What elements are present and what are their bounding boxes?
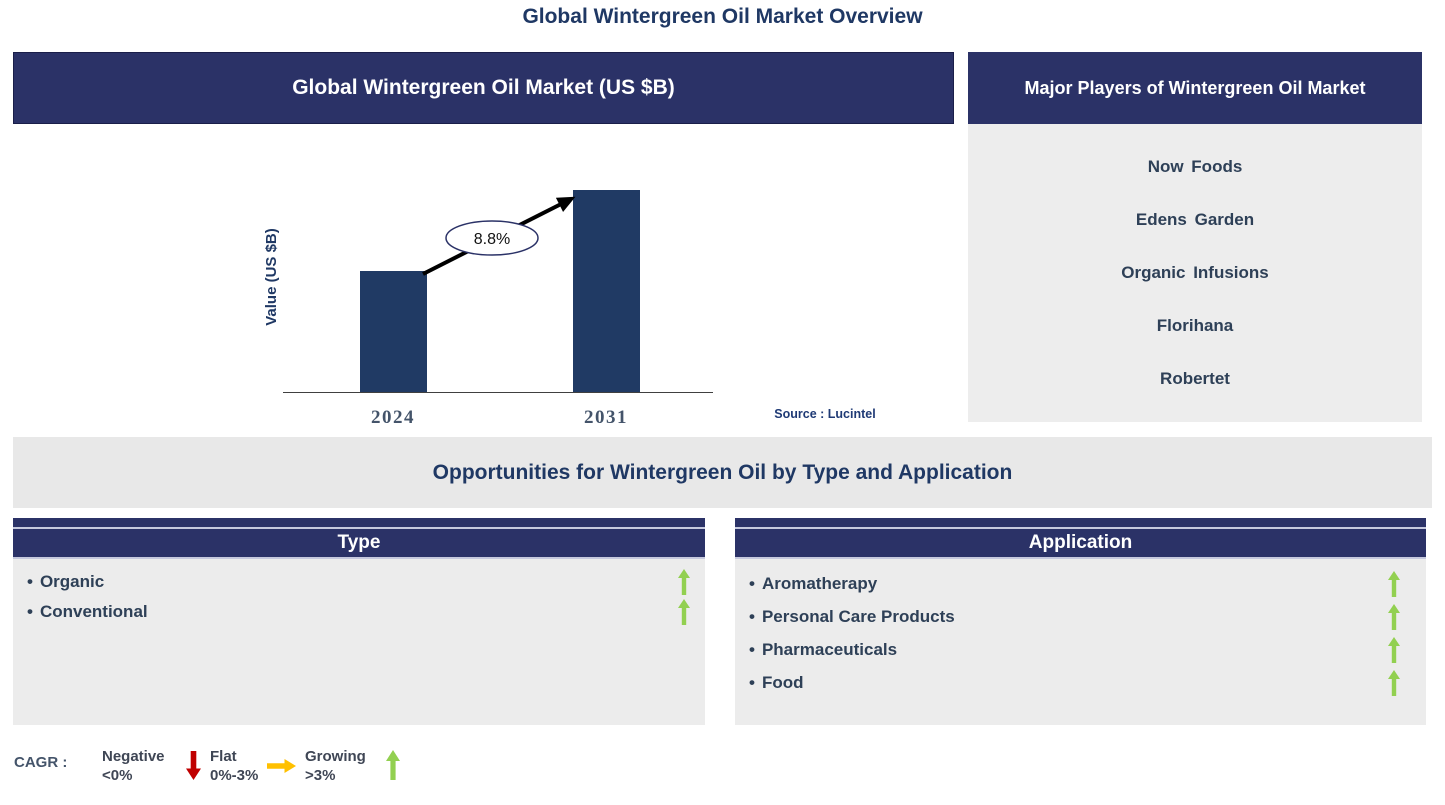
x-tick-2031: 2031 <box>584 407 628 428</box>
bar-2031 <box>573 190 640 392</box>
up-arrow-icon <box>678 569 690 595</box>
market-chart-header: Global Wintergreen Oil Market (US $B) <box>13 52 954 124</box>
bullet-icon: • <box>27 572 33 591</box>
player-item: Now Foods <box>1147 157 1243 176</box>
application-item-label: • Personal Care Products <box>749 606 955 626</box>
application-item-label: • Aromatherapy <box>749 573 878 593</box>
cagr-legend: CAGR : Negative <0% Flat 0%-3% Growing >… <box>14 748 444 796</box>
player-item: Edens Garden <box>1135 210 1255 229</box>
application-item-label: • Food <box>749 672 804 692</box>
up-arrow-icon <box>1388 603 1400 630</box>
page-title: Global Wintergreen Oil Market Overview <box>522 5 923 28</box>
source-note: Source : Lucintel <box>774 407 876 421</box>
application-item-row: • Food <box>735 666 1426 699</box>
panel-top-bar <box>13 518 705 527</box>
bullet-icon: • <box>749 639 755 659</box>
bullet-icon: • <box>749 606 755 626</box>
major-players-title: Major Players of Wintergreen Oil Market <box>1024 77 1366 98</box>
market-bar-chart: Value (US $B) 8.8% 2024 2031 Source : Lu… <box>13 124 954 435</box>
up-arrow-icon <box>1388 570 1400 597</box>
player-item: Florihana <box>1156 316 1234 335</box>
type-panel: Type • Organic • Conventional <box>13 518 705 725</box>
type-item-label: • Conventional <box>27 602 148 621</box>
major-players-panel: Major Players of Wintergreen Oil Market … <box>968 52 1422 422</box>
cagr-value: 8.8% <box>474 231 510 248</box>
up-arrow-icon <box>678 599 690 625</box>
bullet-icon: • <box>749 573 755 593</box>
legend-negative-range: <0% <box>102 767 133 784</box>
y-axis-label: Value (US $B) <box>263 228 280 326</box>
panel-divider <box>13 527 705 529</box>
market-chart-title: Global Wintergreen Oil Market (US $B) <box>292 76 675 99</box>
cagr-ellipse <box>445 220 539 256</box>
application-panel-body: • Aromatherapy • Personal Care Products • P… <box>735 559 1426 725</box>
up-arrow-icon <box>1388 669 1400 696</box>
panel-divider <box>735 527 1426 529</box>
chart-annotation-layer: Value (US $B) 8.8% 2024 2031 <box>263 196 628 428</box>
x-axis-line <box>283 392 713 393</box>
up-arrow-icon <box>386 750 400 780</box>
application-item-label: • Pharmaceuticals <box>749 639 898 659</box>
x-tick-2024: 2024 <box>371 407 415 428</box>
application-item-row: • Aromatherapy <box>735 567 1426 600</box>
player-item: Organic Infusions <box>1121 263 1269 282</box>
opportunities-strip: Opportunities for Wintergreen Oil by Typ… <box>13 437 1432 508</box>
cagr-legend-label: CAGR : <box>14 754 68 771</box>
application-item-row: • Pharmaceuticals <box>735 633 1426 666</box>
panel-top-bar <box>735 518 1426 527</box>
bar-2024 <box>360 271 427 392</box>
application-item-row: • Personal Care Products <box>735 600 1426 633</box>
type-item-row: • Conventional <box>13 597 705 627</box>
type-panel-header: Type <box>13 529 705 557</box>
legend-negative-name: Negative <box>102 748 165 765</box>
panel-divider <box>735 557 1426 559</box>
major-players-header: Major Players of Wintergreen Oil Market <box>968 52 1422 124</box>
type-item-row: • Organic <box>13 567 705 597</box>
player-item: Robertet <box>1160 369 1230 388</box>
right-arrow-icon <box>267 759 296 773</box>
down-arrow-icon <box>186 751 201 780</box>
major-players-list: Now Foods Edens Garden Organic Infusions… <box>968 124 1422 422</box>
up-arrow-icon <box>1388 636 1400 663</box>
legend-flat-range: 0%-3% <box>210 767 259 784</box>
bullet-icon: • <box>749 672 755 692</box>
legend-growing-name: Growing <box>305 748 366 765</box>
opportunities-title: Opportunities for Wintergreen Oil by Typ… <box>432 460 1013 484</box>
bullet-icon: • <box>27 602 33 621</box>
type-panel-body: • Organic • Conventional <box>13 559 705 725</box>
legend-flat-name: Flat <box>210 748 237 765</box>
panel-divider <box>13 557 705 559</box>
legend-growing-range: >3% <box>305 767 336 784</box>
application-panel: Application • Aromatherapy • Personal Care… <box>735 518 1426 725</box>
type-item-label: • Organic <box>27 572 105 591</box>
application-panel-header: Application <box>735 529 1426 557</box>
